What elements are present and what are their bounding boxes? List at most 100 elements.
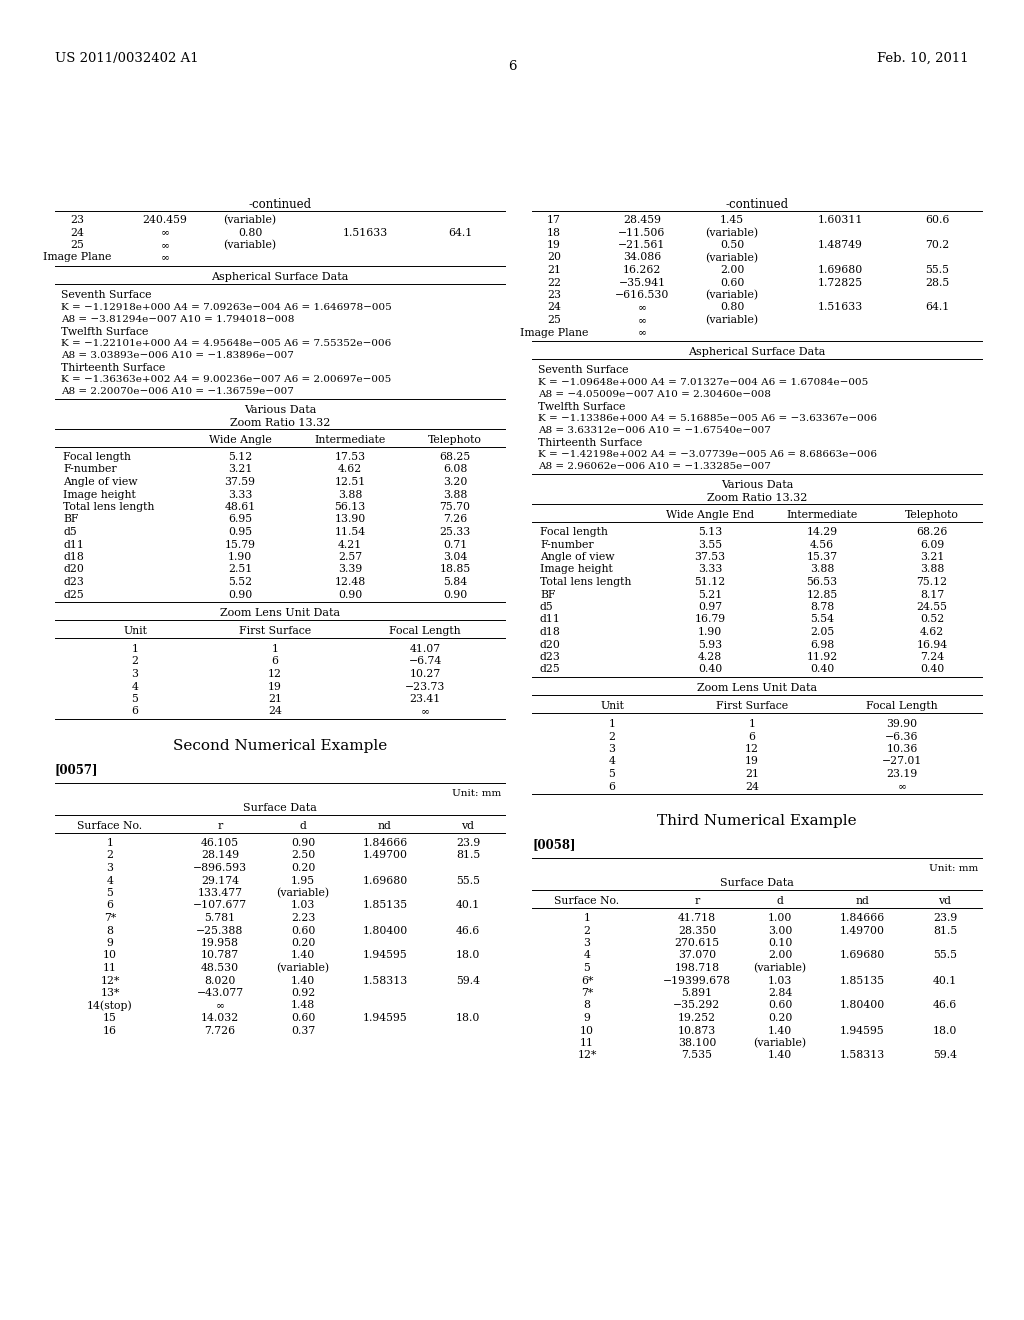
Text: 0.90: 0.90 [228,590,252,599]
Text: 12*: 12* [100,975,120,986]
Text: (variable): (variable) [754,1038,807,1048]
Text: 3.04: 3.04 [442,552,467,562]
Text: 3.21: 3.21 [920,552,944,562]
Text: 3.39: 3.39 [338,565,362,574]
Text: d20: d20 [540,639,561,649]
Text: 0.40: 0.40 [698,664,722,675]
Text: 34.086: 34.086 [623,252,662,263]
Text: 19: 19 [268,681,282,692]
Text: Third Numerical Example: Third Numerical Example [657,814,857,828]
Text: ∞: ∞ [638,327,646,338]
Text: Zoom Lens Unit Data: Zoom Lens Unit Data [220,609,340,618]
Text: Zoom Ratio 13.32: Zoom Ratio 13.32 [229,418,330,428]
Text: 3.33: 3.33 [227,490,252,499]
Text: vd: vd [462,821,474,832]
Text: −35.941: −35.941 [618,277,666,288]
Text: 1: 1 [271,644,279,653]
Text: 4: 4 [131,681,138,692]
Text: d25: d25 [63,590,84,599]
Text: BF: BF [540,590,555,599]
Text: 4.28: 4.28 [698,652,722,663]
Text: 1.60311: 1.60311 [817,215,862,224]
Text: 0.20: 0.20 [291,939,315,948]
Text: 1.69680: 1.69680 [840,950,885,961]
Text: 1.48749: 1.48749 [817,240,862,249]
Text: 14.29: 14.29 [807,527,838,537]
Text: 6: 6 [106,900,114,911]
Text: 7.26: 7.26 [442,515,467,524]
Text: Surface Data: Surface Data [243,803,317,813]
Text: 6: 6 [508,59,516,73]
Text: 51.12: 51.12 [694,577,726,587]
Text: Surface No.: Surface No. [554,896,620,906]
Text: K = −1.36363e+002 A4 = 9.00236e−007 A6 = 2.00697e−005: K = −1.36363e+002 A4 = 9.00236e−007 A6 =… [61,375,391,384]
Text: 70.2: 70.2 [925,240,949,249]
Text: (variable): (variable) [706,252,759,263]
Text: 5.13: 5.13 [698,527,722,537]
Text: 8.020: 8.020 [205,975,236,986]
Text: Focal length: Focal length [540,527,608,537]
Text: 8.78: 8.78 [810,602,835,612]
Text: 6.95: 6.95 [228,515,252,524]
Text: 60.6: 60.6 [925,215,949,224]
Text: 1.03: 1.03 [768,975,793,986]
Text: 6: 6 [271,656,279,667]
Text: 55.5: 55.5 [925,265,949,275]
Text: 59.4: 59.4 [456,975,480,986]
Text: K = −1.09648e+000 A4 = 7.01327e−004 A6 = 1.67084e−005: K = −1.09648e+000 A4 = 7.01327e−004 A6 =… [538,378,868,387]
Text: K = −1.22101e+000 A4 = 4.95648e−005 A6 = 7.55352e−006: K = −1.22101e+000 A4 = 4.95648e−005 A6 =… [61,339,391,348]
Text: 39.90: 39.90 [887,719,918,729]
Text: A8 = 2.20070e−006 A10 = −1.36759e−007: A8 = 2.20070e−006 A10 = −1.36759e−007 [61,387,294,396]
Text: 24: 24 [268,706,282,717]
Text: Unit: mm: Unit: mm [929,865,978,873]
Text: -continued: -continued [725,198,788,211]
Text: 23: 23 [70,215,84,224]
Text: 0.80: 0.80 [238,227,262,238]
Text: 46.105: 46.105 [201,838,239,847]
Text: 12.48: 12.48 [335,577,366,587]
Text: 75.70: 75.70 [439,502,470,512]
Text: 4: 4 [608,756,615,767]
Text: 10.787: 10.787 [201,950,239,961]
Text: 23: 23 [547,290,561,300]
Text: 1.80400: 1.80400 [840,1001,885,1011]
Text: 38.100: 38.100 [678,1038,716,1048]
Text: 37.070: 37.070 [678,950,716,961]
Text: A8 = −3.81294e−007 A10 = 1.794018−008: A8 = −3.81294e−007 A10 = 1.794018−008 [61,315,294,323]
Text: US 2011/0032402 A1: US 2011/0032402 A1 [55,51,199,65]
Text: 3.20: 3.20 [442,477,467,487]
Text: 1: 1 [106,838,114,847]
Text: Various Data: Various Data [244,405,316,414]
Text: Focal Length: Focal Length [866,701,938,711]
Text: Thirteenth Surface: Thirteenth Surface [538,438,642,447]
Text: 15.79: 15.79 [224,540,256,549]
Text: 4.21: 4.21 [338,540,362,549]
Text: ∞: ∞ [161,227,170,238]
Text: 81.5: 81.5 [933,925,957,936]
Text: 0.10: 0.10 [768,939,793,948]
Text: First Surface: First Surface [239,626,311,636]
Text: 81.5: 81.5 [456,850,480,861]
Text: 18.0: 18.0 [456,950,480,961]
Text: 0.71: 0.71 [442,540,467,549]
Text: 7*: 7* [103,913,116,923]
Text: Unit: Unit [123,626,146,636]
Text: 1.94595: 1.94595 [362,1012,408,1023]
Text: 37.53: 37.53 [694,552,726,562]
Text: −19399.678: −19399.678 [663,975,731,986]
Text: 5.52: 5.52 [228,577,252,587]
Text: 16.94: 16.94 [916,639,947,649]
Text: 3.88: 3.88 [442,490,467,499]
Text: vd: vd [939,896,951,906]
Text: 4: 4 [106,875,114,886]
Text: 19: 19 [745,756,759,767]
Text: 9: 9 [106,939,114,948]
Text: Twelfth Surface: Twelfth Surface [538,403,626,412]
Text: F-number: F-number [540,540,594,549]
Text: Intermediate: Intermediate [786,510,858,520]
Text: 19.252: 19.252 [678,1012,716,1023]
Text: 28.350: 28.350 [678,925,716,936]
Text: 14(stop): 14(stop) [87,1001,133,1011]
Text: 15.37: 15.37 [807,552,838,562]
Text: r: r [217,821,222,832]
